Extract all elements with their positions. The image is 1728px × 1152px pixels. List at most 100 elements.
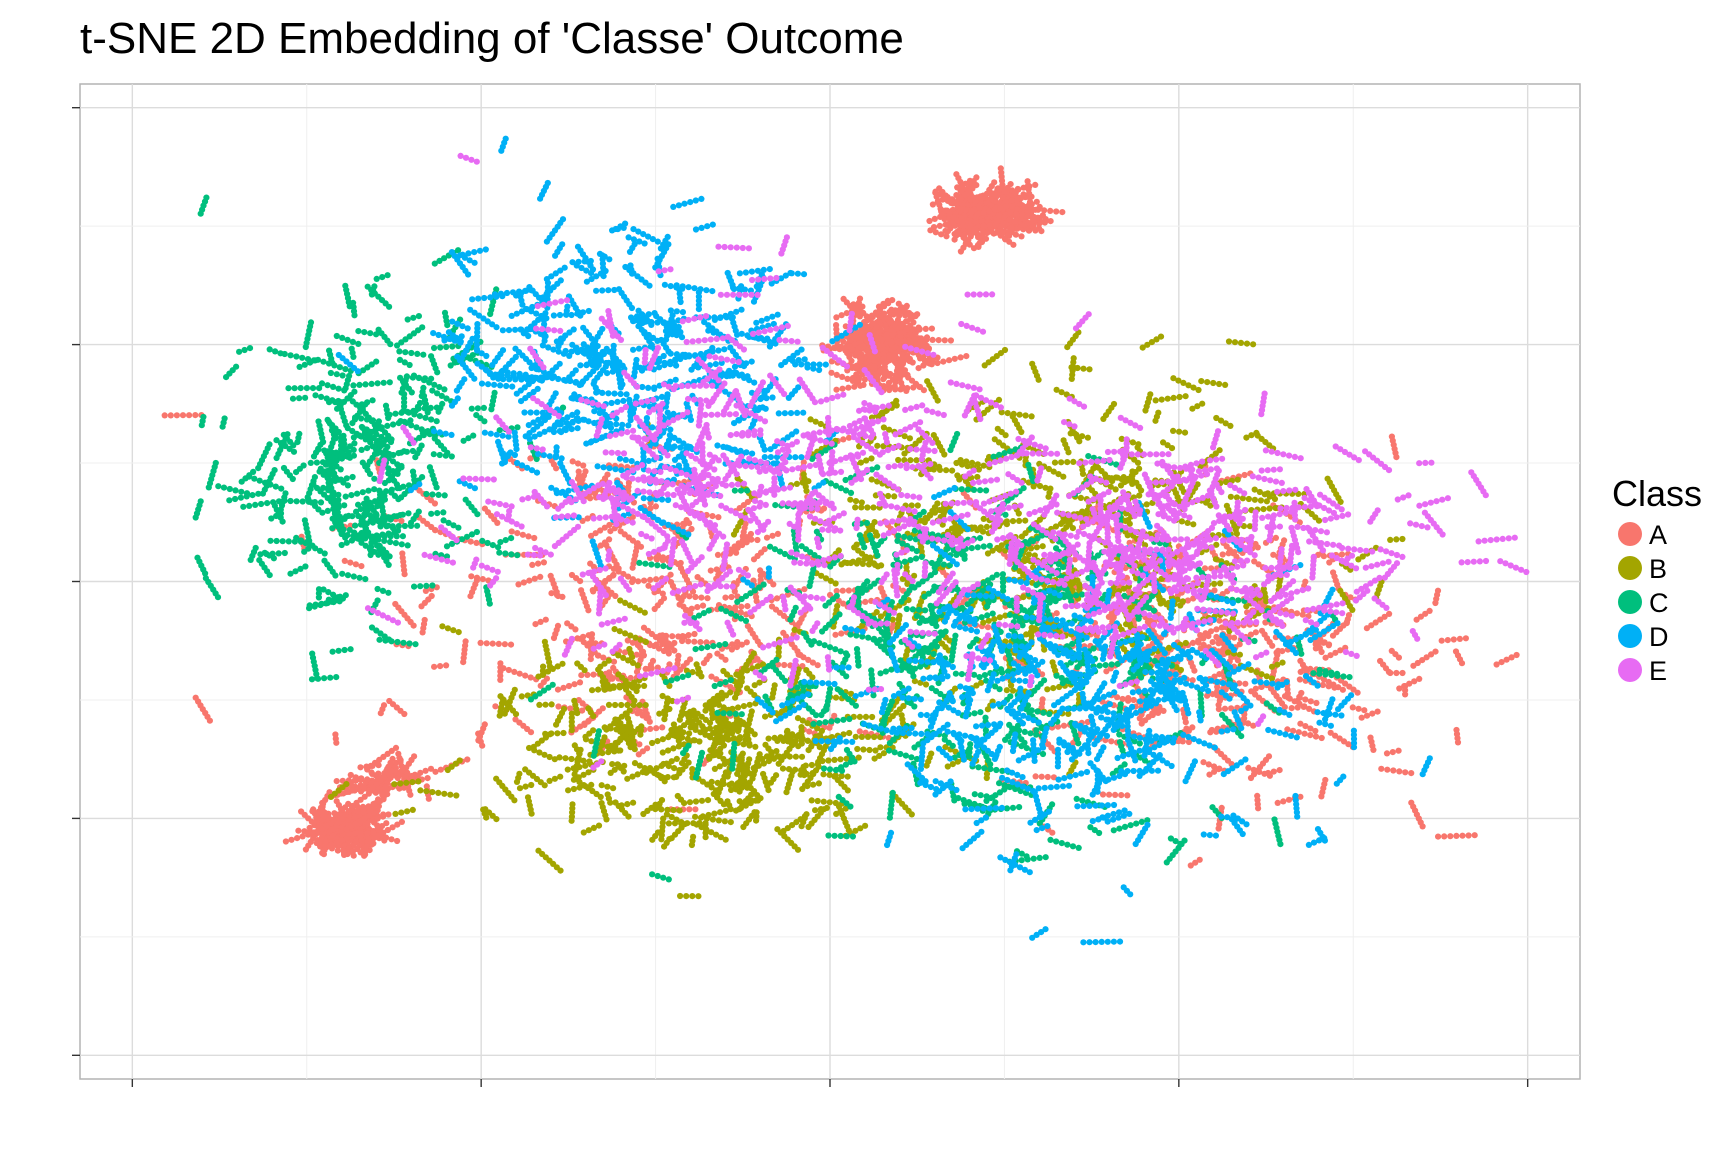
data-point [1388, 647, 1395, 655]
data-point [943, 467, 950, 474]
data-point [1036, 482, 1044, 490]
data-point [891, 353, 898, 360]
data-point [1297, 657, 1304, 665]
data-point [849, 374, 857, 382]
data-point [1022, 412, 1029, 419]
data-point [333, 778, 340, 785]
data-point [464, 756, 471, 763]
data-point [1007, 181, 1014, 188]
data-point [895, 456, 902, 464]
data-point [839, 373, 846, 380]
data-point [980, 209, 987, 216]
data-point [1389, 749, 1396, 756]
data-point [942, 207, 949, 214]
data-point [916, 326, 923, 333]
data-point [399, 550, 406, 557]
data-point [659, 641, 666, 648]
data-point [1247, 774, 1255, 782]
data-point [1149, 711, 1156, 719]
data-point [926, 217, 933, 225]
data-point [820, 505, 828, 512]
data-point [853, 560, 861, 567]
data-point [665, 640, 672, 647]
data-point [494, 519, 501, 527]
data-point [339, 806, 346, 813]
data-point [529, 561, 536, 569]
data-point [1225, 550, 1232, 557]
data-point [1252, 685, 1259, 692]
data-point [991, 206, 998, 213]
data-point [929, 201, 937, 208]
data-point [1112, 791, 1119, 799]
data-point [585, 632, 592, 639]
data-point [1434, 587, 1442, 594]
data-point [1177, 602, 1184, 609]
data-point [1325, 683, 1332, 690]
data-point [1387, 669, 1394, 677]
data-point [1013, 210, 1020, 217]
data-point [675, 652, 682, 659]
data-point [379, 791, 386, 798]
data-point [352, 561, 359, 568]
data-point [1250, 766, 1257, 774]
data-point [856, 728, 863, 735]
data-point [1118, 792, 1125, 799]
data-point [706, 652, 713, 659]
data-point [742, 536, 749, 543]
data-point [1108, 738, 1115, 745]
data-point [1234, 657, 1241, 664]
data-point [931, 215, 938, 222]
data-point [975, 234, 982, 241]
data-point [990, 230, 997, 237]
data-point [1280, 798, 1287, 805]
data-point [634, 540, 641, 547]
data-point [653, 556, 661, 563]
data-point [349, 848, 356, 855]
data-point [589, 587, 596, 594]
data-point [646, 718, 653, 725]
data-point [382, 783, 389, 790]
data-point [707, 567, 714, 574]
data-point [1026, 201, 1033, 208]
data-point [1182, 639, 1189, 647]
data-point [1003, 203, 1010, 210]
data-point [1471, 832, 1478, 839]
data-point [663, 632, 670, 640]
data-point [443, 662, 450, 669]
data-point [676, 601, 683, 608]
data-point [1299, 611, 1306, 618]
data-point [862, 598, 869, 606]
data-point [1318, 734, 1325, 742]
data-point [973, 174, 980, 181]
data-point [948, 196, 955, 203]
data-point [922, 325, 929, 332]
data-point [1274, 799, 1281, 807]
data-point [1255, 805, 1262, 812]
data-point [425, 795, 432, 802]
data-point [1130, 696, 1137, 704]
data-point [554, 686, 562, 693]
data-point [880, 383, 888, 390]
data-point [941, 451, 948, 458]
data-point [1070, 458, 1077, 465]
data-point [851, 383, 858, 390]
data-point [299, 833, 306, 840]
data-point [932, 229, 939, 236]
data-point [576, 679, 584, 686]
data-point [934, 359, 941, 367]
data-point [1426, 607, 1433, 615]
data-point [1032, 181, 1039, 188]
data-point [1152, 397, 1159, 404]
data-point [1051, 459, 1059, 466]
data-point [333, 798, 340, 805]
data-point [971, 225, 979, 232]
data-point [845, 384, 852, 391]
data-point [522, 672, 529, 679]
data-point [645, 582, 652, 589]
data-point [1036, 214, 1043, 222]
data-point [1302, 696, 1309, 703]
data-point [1147, 391, 1154, 398]
data-point [748, 536, 755, 543]
data-point [1456, 635, 1463, 643]
data-point [1438, 637, 1445, 644]
